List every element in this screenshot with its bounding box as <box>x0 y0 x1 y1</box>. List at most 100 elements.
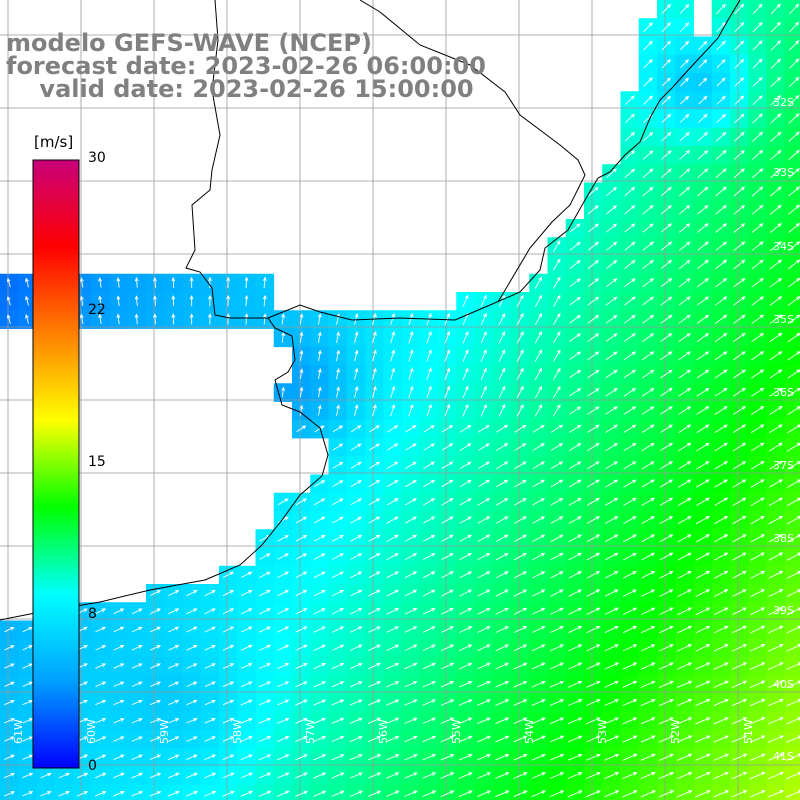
wind-arrow <box>751 204 764 215</box>
wind-arrow <box>604 699 620 706</box>
wind-arrow <box>550 607 564 615</box>
wind-arrow <box>131 626 143 633</box>
wind-arrow <box>750 589 766 598</box>
field-cell <box>784 182 800 202</box>
wind-arrow <box>733 277 746 288</box>
wind-arrow <box>552 349 561 362</box>
wind-arrow <box>695 625 711 634</box>
wind-arrow <box>22 681 34 687</box>
wind-arrow <box>368 571 381 579</box>
wind-arrow <box>513 680 528 688</box>
wind-arrow <box>22 736 34 742</box>
wind-arrow <box>678 223 691 233</box>
wind-arrow <box>514 479 527 488</box>
wind-arrow <box>204 699 216 706</box>
wind-arrow <box>642 223 654 233</box>
wind-arrow <box>386 735 400 743</box>
wind-arrow <box>713 717 730 725</box>
wind-arrow <box>350 480 363 488</box>
wind-arrow <box>531 753 546 761</box>
wind-arrow <box>368 498 381 506</box>
wind-arrow <box>568 534 582 543</box>
wind-arrow <box>79 295 84 306</box>
wind-arrow <box>751 259 764 270</box>
wind-arrow <box>641 479 655 488</box>
wind-arrow <box>25 277 29 288</box>
wind-arrow <box>622 772 638 780</box>
wind-arrow <box>661 113 672 124</box>
field-cell <box>784 456 800 475</box>
wind-arrow <box>586 626 601 634</box>
wind-arrow <box>440 735 455 743</box>
wind-arrow <box>222 790 235 797</box>
wind-arrow <box>788 186 800 197</box>
field-cell <box>784 419 800 439</box>
wind-arrow <box>586 534 601 543</box>
wind-arrow <box>477 589 491 597</box>
field-cell <box>784 346 800 366</box>
wind-arrow <box>408 403 414 417</box>
wind-arrow <box>624 278 636 288</box>
wind-arrow <box>677 607 693 616</box>
wind-arrow <box>386 534 399 542</box>
wind-arrow <box>550 424 564 433</box>
wind-arrow <box>336 386 340 398</box>
wind-arrow <box>678 278 691 288</box>
wind-arrow <box>277 608 290 615</box>
wind-arrow <box>697 150 709 160</box>
wind-arrow <box>440 790 455 798</box>
wind-arrow <box>240 736 253 742</box>
wind-arrow <box>659 442 674 452</box>
wind-arrow <box>514 443 527 451</box>
wind-arrow <box>605 497 619 506</box>
wind-arrow <box>606 168 617 178</box>
wind-arrow <box>317 313 322 325</box>
field-cell <box>730 784 749 800</box>
wind-arrow <box>258 681 272 688</box>
wind-arrow <box>568 443 582 452</box>
wind-arrow <box>426 349 432 362</box>
wind-arrow <box>695 589 711 597</box>
wind-arrow <box>715 259 728 270</box>
wind-arrow <box>714 424 728 434</box>
wind-arrow <box>313 571 326 579</box>
wind-arrow <box>770 3 781 15</box>
wind-arrow <box>714 497 729 506</box>
wind-arrow <box>713 680 729 688</box>
wind-arrow <box>513 699 528 706</box>
wind-arrow <box>604 589 619 597</box>
wind-arrow <box>550 461 564 470</box>
wind-arrow <box>605 424 619 433</box>
colorbar-tick: 0 <box>88 758 97 774</box>
wind-arrow <box>787 424 800 434</box>
wind-arrow <box>640 680 656 688</box>
wind-arrow <box>459 479 472 488</box>
field-cell <box>73 784 92 800</box>
wind-arrow <box>732 515 747 525</box>
wind-arrow <box>787 442 800 452</box>
wind-arrow <box>553 294 561 307</box>
wind-arrow <box>476 754 492 761</box>
wind-arrow <box>313 736 327 743</box>
wind-arrow <box>295 772 308 779</box>
wind-arrow <box>640 735 656 743</box>
wind-arrow <box>713 662 729 670</box>
wind-arrow <box>185 790 199 797</box>
wind-arrow <box>697 223 709 233</box>
wind-arrow <box>299 349 304 361</box>
wind-arrow <box>568 699 583 706</box>
wind-arrow <box>752 113 763 124</box>
wind-arrow <box>76 791 89 797</box>
wind-arrow <box>660 332 673 342</box>
wind-arrow <box>204 736 217 742</box>
wind-arrow <box>788 76 800 88</box>
field-cell <box>255 784 275 800</box>
wind-arrow <box>677 644 693 652</box>
wind-arrow <box>624 186 636 197</box>
wind-arrow <box>752 21 763 33</box>
wind-arrow <box>459 498 472 506</box>
wind-arrow <box>786 589 800 598</box>
wind-arrow <box>404 498 418 506</box>
wind-arrow <box>549 680 565 688</box>
wind-arrow <box>532 516 546 524</box>
